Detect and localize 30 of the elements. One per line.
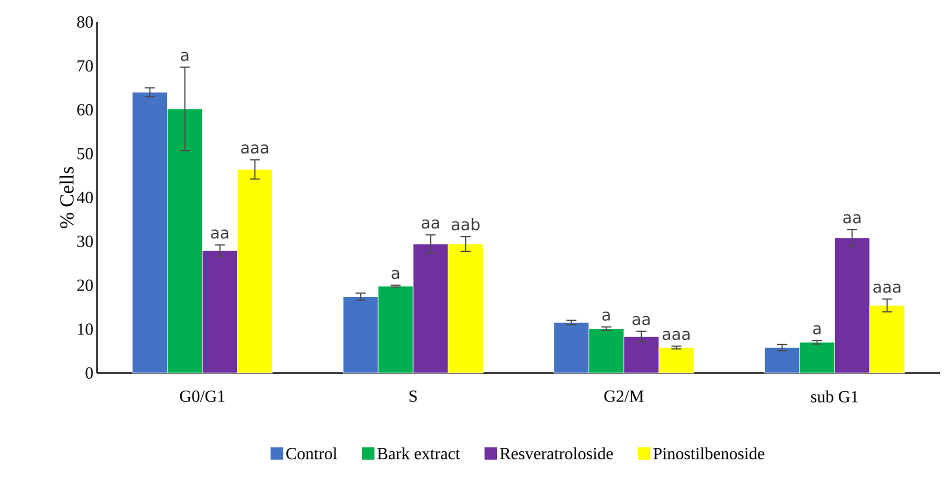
annotation: aa [632, 316, 650, 326]
y-tick-label: 20 [77, 280, 93, 291]
y-tick-label: 70 [78, 60, 93, 72]
y-tick-label: 60 [77, 104, 93, 116]
legend-label: Pinostilbenoside [653, 447, 764, 460]
y-axis-title: % Cells [60, 166, 74, 228]
y-tick-label: 40 [76, 192, 93, 204]
annotation: a [602, 312, 610, 321]
x-tick-label: G0/G1 [180, 390, 224, 402]
annotation: aa [211, 230, 228, 239]
legend-label: Bark extract [377, 447, 460, 460]
x-tick-label: S [410, 390, 417, 402]
x-tick-label: sub G1 [811, 390, 858, 402]
annotation: aab [452, 218, 480, 230]
x-tick-label: G2/M [604, 390, 644, 402]
annotation: aaa [662, 330, 690, 340]
y-tick-label: 50 [78, 148, 93, 160]
legend-label: Resveratroloside [500, 447, 613, 460]
annotation: aa [843, 214, 860, 224]
annotation: aaa [873, 284, 900, 293]
y-tick-label: 10 [78, 323, 93, 335]
y-tick-label: 30 [77, 236, 93, 248]
annotation: aaa [241, 144, 268, 154]
y-tick-label: 80 [77, 16, 93, 28]
y-tick-label: 0 [86, 367, 93, 379]
annotation: aa [422, 219, 439, 229]
annotation: a [392, 270, 400, 280]
annotation: a [813, 325, 821, 334]
annotation: a [180, 52, 188, 61]
legend-label: Control [286, 447, 338, 460]
